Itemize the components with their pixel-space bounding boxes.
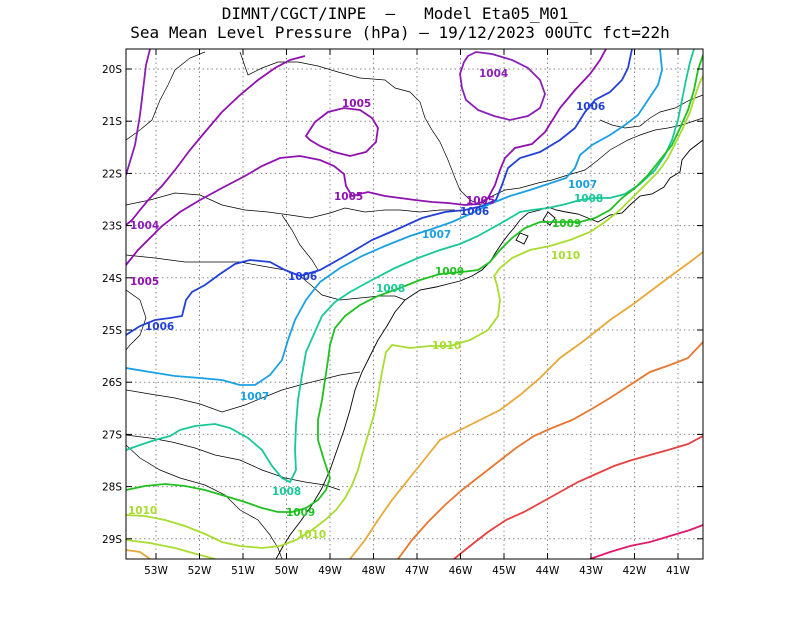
border-pr-sc — [126, 371, 361, 413]
isobar-1009 — [126, 54, 703, 513]
isobar-1010-inner — [126, 75, 703, 549]
lon-label: 49W — [318, 565, 342, 577]
lon-label: 42W — [623, 565, 647, 577]
lat-label: 27S — [102, 429, 122, 441]
lat-lon-grid — [126, 49, 703, 559]
lon-label: 50W — [275, 565, 299, 577]
contour-label: 1010 — [432, 340, 461, 352]
latitude-labels: 20S 21S 22S 23S 24S 25S 26S 27S 28S 29S — [102, 64, 122, 546]
isobars — [126, 49, 703, 559]
border-rj-es — [599, 94, 703, 129]
lon-label: 53W — [144, 565, 168, 577]
title-line-1: DIMNT/CGCT/INPE — Model Eta05_M01_ — [221, 4, 579, 23]
isobar-1005-main — [126, 49, 607, 266]
contour-label: 1009 — [286, 507, 315, 519]
title-line-2: Sea Mean Level Pressure (hPa) — 19/12/20… — [130, 23, 670, 42]
contour-label: 1008 — [272, 486, 301, 498]
border-go-mg — [239, 51, 481, 206]
contour-label: 1006 — [288, 271, 317, 283]
state-borders — [126, 51, 703, 559]
isobar-1005-inner — [304, 107, 379, 157]
border-argentina — [126, 444, 283, 559]
coast-islands — [515, 211, 556, 245]
contour-label: 1009 — [552, 218, 581, 230]
isobar-1006 — [126, 49, 633, 336]
lon-label: 48W — [362, 565, 386, 577]
contour-label: 1009 — [435, 266, 464, 278]
isobar-1010-south — [126, 539, 216, 559]
isobar-1013 — [453, 435, 703, 559]
border-paraguay — [126, 289, 147, 351]
border-north-go — [126, 51, 206, 141]
contour-label: 1006 — [576, 101, 605, 113]
lon-label: 52W — [188, 565, 212, 577]
contour-label: 1010 — [297, 529, 326, 541]
isobar-1011 — [126, 251, 703, 559]
isobar-1005-west — [126, 55, 306, 226]
lon-label: 46W — [449, 565, 473, 577]
contour-label: 1010 — [128, 505, 157, 517]
contour-label: 1008 — [574, 193, 603, 205]
lat-label: 26S — [102, 377, 122, 389]
contour-label: 1005 — [466, 195, 495, 207]
isobar-1004-west — [126, 49, 151, 176]
contour-label: 1010 — [551, 250, 580, 262]
lon-label: 45W — [492, 565, 516, 577]
isobar-1007 — [126, 49, 663, 386]
contour-label: 1006 — [145, 321, 174, 333]
border-sc-rs — [126, 434, 341, 491]
axis-ticks — [126, 49, 703, 559]
contour-label: 1005 — [130, 276, 159, 288]
contour-label: 1005 — [342, 98, 371, 110]
isobar-1008 — [126, 49, 695, 484]
border-mg-rj — [479, 117, 703, 206]
lat-label: 22S — [102, 168, 122, 180]
map-title: DIMNT/CGCT/INPE — Model Eta05_M01_ Sea M… — [0, 4, 800, 42]
lon-label: 43W — [579, 565, 603, 577]
border-ms-sp — [281, 214, 319, 271]
contour-labels: 1004 1004 1005 1005 1005 1005 1006 1006 … — [128, 68, 605, 541]
contour-label: 1006 — [460, 206, 489, 218]
longitude-labels: 53W 52W 51W 50W 49W 48W 47W 46W 45W 44W 43W 42W 41W — [144, 565, 690, 577]
lat-label: 28S — [102, 482, 122, 494]
lat-label: 29S — [102, 534, 122, 546]
lat-label: 25S — [102, 325, 122, 337]
contour-label: 1007 — [240, 391, 269, 403]
isobar-1012 — [397, 341, 703, 559]
isobar-1014 — [589, 524, 703, 559]
contour-label: 1005 — [334, 191, 363, 203]
contour-label: 1004 — [479, 68, 508, 80]
lat-label: 24S — [102, 273, 122, 285]
lon-label: 47W — [405, 565, 429, 577]
isobar-1004-east — [459, 51, 546, 121]
lat-label: 23S — [102, 221, 122, 233]
map-frame — [125, 48, 704, 560]
lon-label: 41W — [666, 565, 690, 577]
lon-label: 44W — [536, 565, 560, 577]
lat-label: 20S — [102, 64, 122, 76]
lat-label: 21S — [102, 116, 122, 128]
contour-label: 1008 — [376, 283, 405, 295]
lon-label: 51W — [231, 565, 255, 577]
contour-label: 1004 — [130, 220, 159, 232]
contour-label: 1007 — [422, 229, 451, 241]
border-mg-sp — [126, 192, 455, 219]
contour-label: 1007 — [568, 179, 597, 191]
